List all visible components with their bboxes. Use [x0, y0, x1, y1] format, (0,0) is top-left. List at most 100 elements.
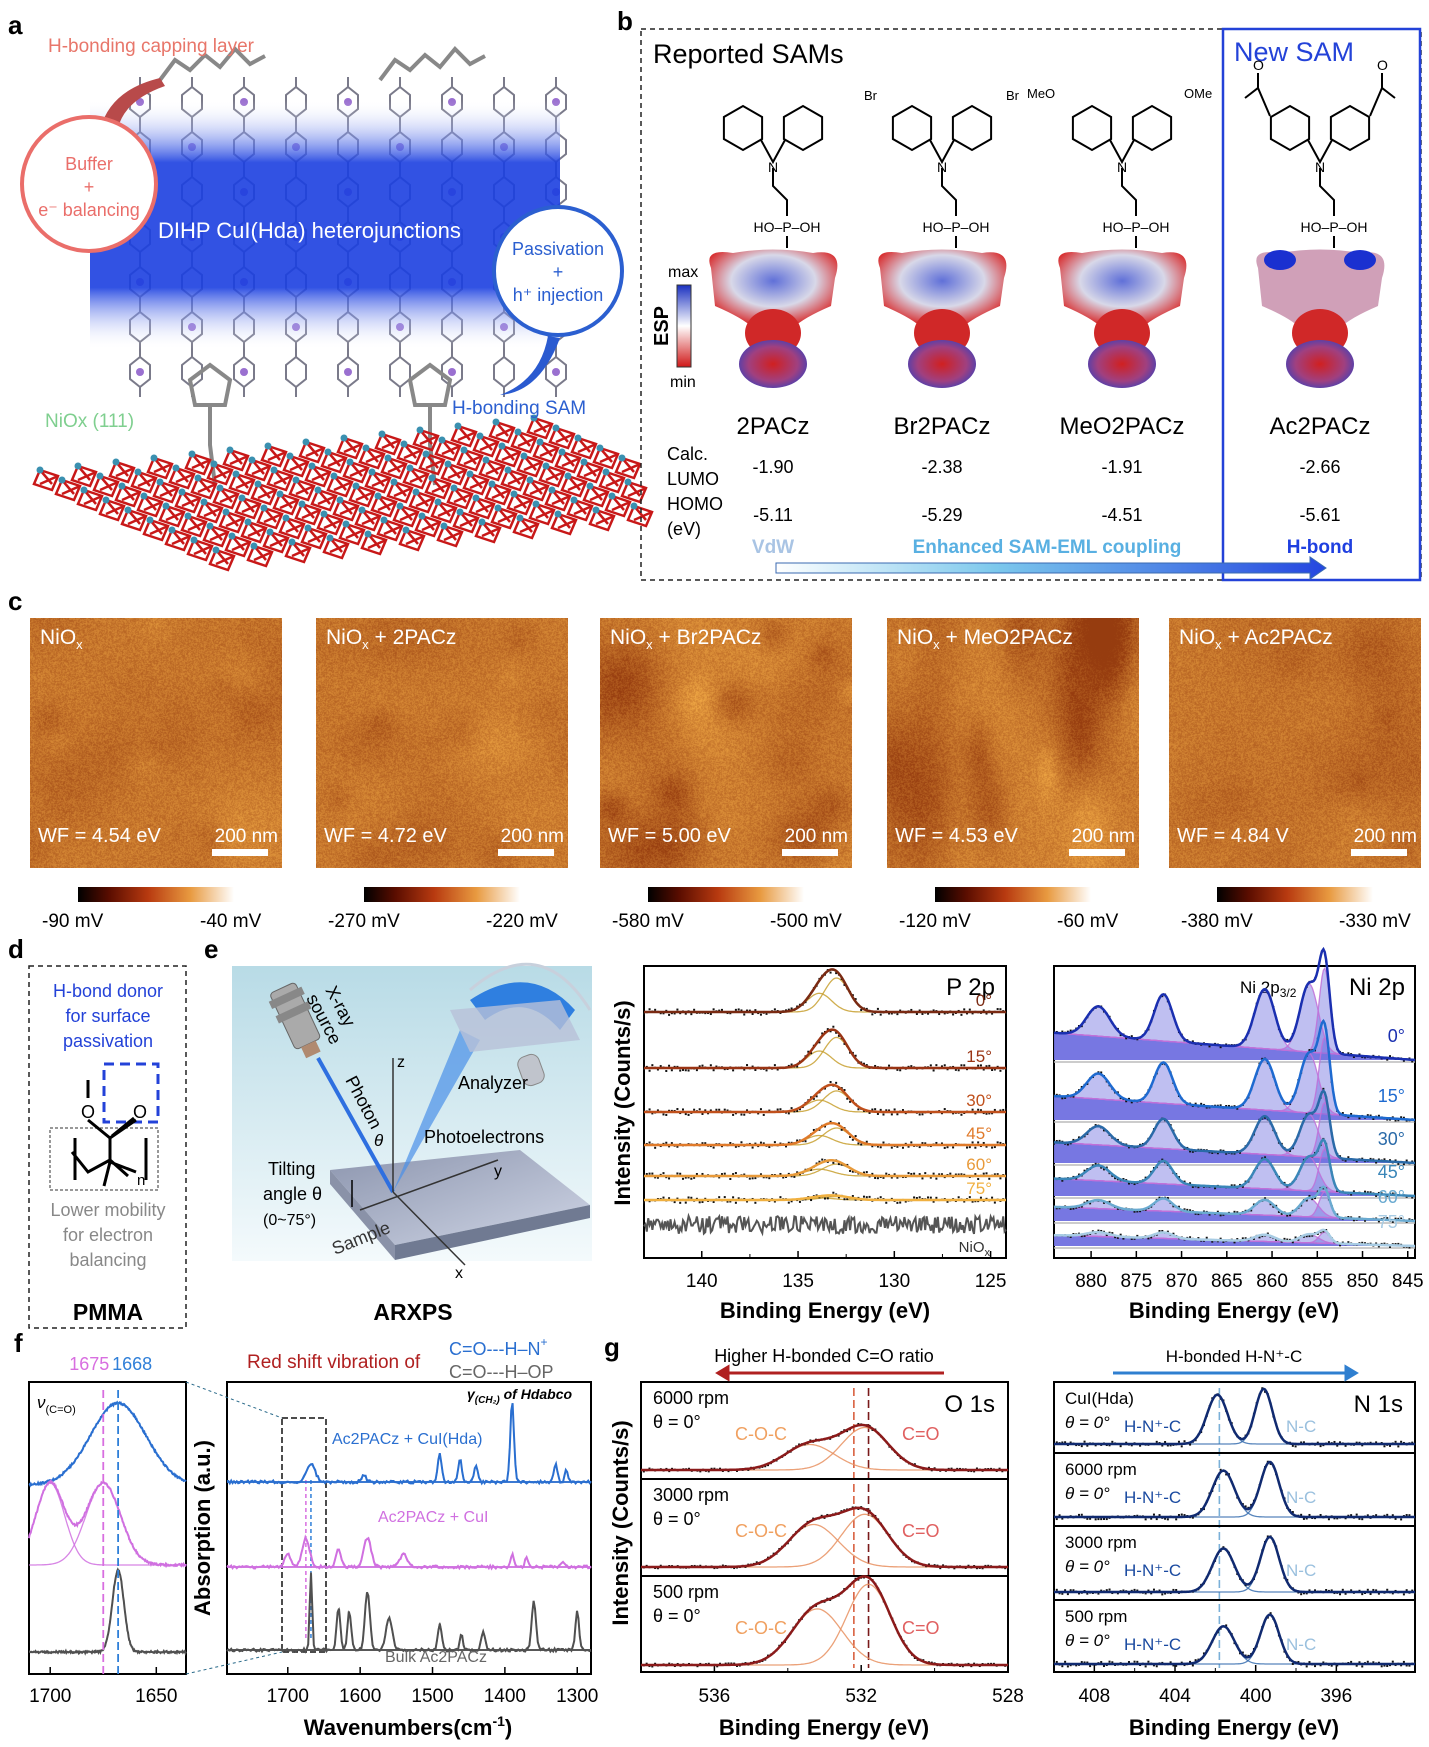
angle-label: 45° [1378, 1162, 1405, 1182]
structure-meo2pacz: NHO–P–OHOMeOOMe [1027, 86, 1212, 265]
iodide-atom [136, 368, 144, 376]
lattice-bond [348, 484, 376, 508]
raw-data-point [1130, 1101, 1133, 1104]
nickel-atom [124, 506, 132, 514]
nickel-atom [36, 466, 44, 474]
raw-data-point [1377, 1114, 1380, 1117]
raw-data-point [918, 1196, 921, 1199]
raw-data-point [643, 1145, 645, 1148]
nickel-atom [250, 542, 258, 550]
raw-data-point [837, 1196, 840, 1199]
raw-data-point [1233, 1105, 1236, 1108]
raw-data-point [787, 1172, 790, 1175]
raw-data-point [1372, 1588, 1375, 1591]
raw-data-line [28, 1479, 187, 1569]
nickel-atom [368, 468, 376, 476]
raw-data-point [790, 1200, 793, 1203]
raw-data-point [1119, 1034, 1122, 1037]
raw-data-point [996, 1008, 999, 1011]
series-1 [226, 1534, 592, 1571]
molecule-stick [493, 347, 515, 397]
nitrogen-label: N [937, 159, 947, 175]
raw-data-point [882, 1141, 885, 1144]
raw-data-point [1294, 1445, 1297, 1448]
raw-data-point [759, 1108, 762, 1111]
raw-data-point [709, 1064, 712, 1067]
raw-data-point [815, 1095, 818, 1098]
raw-data-point [645, 1172, 648, 1175]
nickel-atom [564, 472, 572, 480]
raw-data-point [1119, 1097, 1122, 1100]
raw-data-point [1100, 1661, 1103, 1664]
raw-data-point [810, 1052, 813, 1055]
fit-envelope [1054, 1535, 1415, 1594]
raw-data-point [701, 1064, 704, 1067]
raw-data-point [1172, 1232, 1175, 1235]
raw-data-point [779, 1108, 782, 1111]
raw-data-point [929, 1176, 932, 1179]
raw-data-point [935, 1177, 938, 1180]
raw-data-point [1372, 1661, 1375, 1664]
lattice-bond [360, 532, 388, 556]
raw-data-point [1366, 1514, 1369, 1517]
lumo-value: -2.38 [921, 457, 962, 477]
raw-data-point [1158, 1196, 1161, 1199]
raw-data-point [1397, 1445, 1400, 1448]
raw-data-point [932, 1172, 935, 1175]
component-fill [1054, 994, 1415, 1060]
component-fill [1054, 1118, 1415, 1163]
raw-data-point [857, 1142, 860, 1145]
raw-data-point [1289, 1149, 1292, 1152]
raw-data-point [885, 1201, 888, 1204]
raw-data-point [1105, 1518, 1108, 1521]
lattice-bond [146, 456, 174, 480]
nickel-atom [514, 428, 522, 436]
y-axis-label: Intensity (Counts/s) [610, 1000, 635, 1205]
nickel-atom [226, 446, 234, 454]
lattice-bond [374, 432, 402, 456]
raw-data-point [1116, 1236, 1119, 1239]
angle-label: 0° [1388, 1026, 1405, 1046]
balancing-label: balancing [69, 1250, 146, 1270]
lattice-bond [478, 458, 506, 482]
raw-data-point [643, 1201, 645, 1204]
nickel-atom [510, 490, 518, 498]
detector-icon [517, 1053, 545, 1087]
raw-data-point [743, 1013, 746, 1016]
raw-data-point [1314, 1197, 1317, 1200]
raw-data-point [1350, 1112, 1353, 1115]
raw-data-point [1061, 1441, 1064, 1444]
raw-data-point [896, 1176, 899, 1179]
colorbar-min-label: -270 mV [328, 911, 400, 932]
component-curve [644, 1099, 1006, 1113]
raw-data-point [1186, 1208, 1189, 1211]
raw-data-point [1069, 1235, 1072, 1238]
raw-data-point [1197, 1237, 1200, 1240]
raw-data-point [1369, 1157, 1372, 1160]
lattice-bond [246, 544, 274, 568]
raw-data-point [1089, 1517, 1092, 1520]
lattice-bond [212, 486, 240, 510]
raw-data-point [1389, 1245, 1392, 1248]
raw-data-point [1366, 1660, 1369, 1663]
work-function-label: WF = 5.00 eV [608, 825, 731, 847]
theta-label: θ = 0° [653, 1412, 701, 1432]
capping-molecule [158, 46, 266, 82]
raw-data-point [927, 1563, 930, 1566]
raw-data-point [1086, 1661, 1089, 1664]
raw-data-point [1352, 1056, 1355, 1059]
raw-data-point [1377, 1158, 1380, 1161]
nitrogen-label: N [1315, 159, 1325, 175]
raw-data-point [787, 1008, 790, 1011]
raw-data-point [851, 1138, 854, 1141]
nickel-atom [112, 458, 120, 466]
passivation-callout-tail [500, 336, 560, 395]
raw-data-point [974, 1173, 977, 1176]
raw-data-point [1269, 1612, 1272, 1615]
afm-title-rest: + MeO2PACz [939, 626, 1073, 649]
angle-label: 30° [1378, 1129, 1405, 1149]
chart-title: N 1s [1354, 1391, 1403, 1418]
raw-data-point [843, 1198, 846, 1201]
raw-data-point [1139, 1210, 1142, 1213]
inset-series-0 [28, 1400, 187, 1488]
